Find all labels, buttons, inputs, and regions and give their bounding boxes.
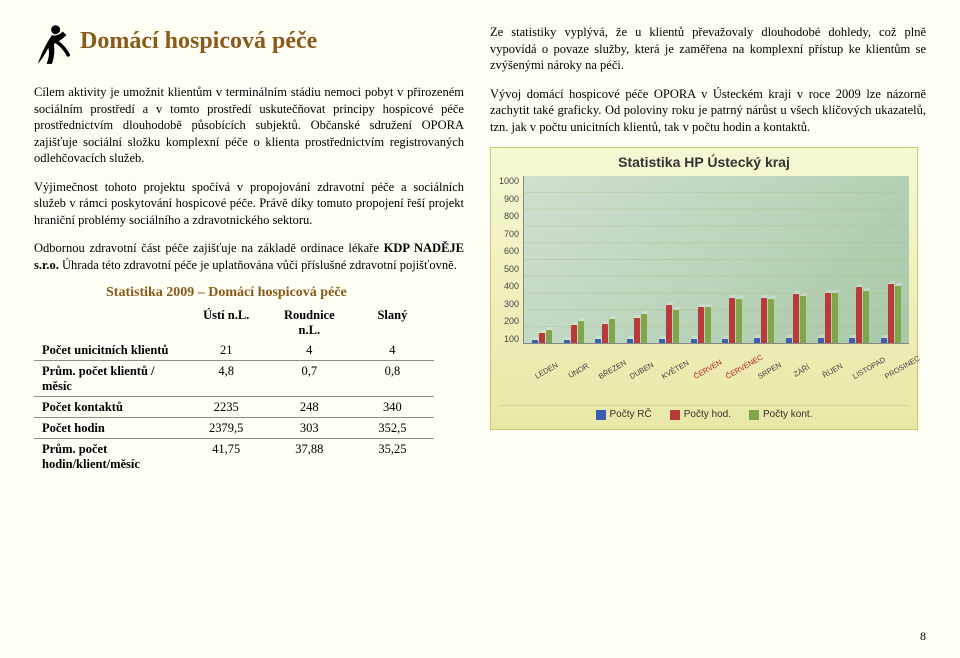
- chart-yaxis: 1000900800700600500400300200100: [499, 176, 523, 344]
- row-label: Prům. počet hodin/klient/měsíc: [34, 439, 185, 475]
- logo-icon: [34, 24, 70, 70]
- row-label: Počet kontaktů: [34, 397, 185, 418]
- stats-chart: Statistika HP Ústecký kraj 1000900800700…: [490, 147, 918, 430]
- page-number: 8: [920, 629, 926, 644]
- chart-plot-area: [523, 176, 909, 344]
- col-header: Roudnice n.L.: [268, 305, 351, 340]
- chart-legend: Počty RČ Počty hod. Počty kont.: [499, 405, 909, 423]
- table-title: Statistika 2009 – Domácí hospicová péče: [106, 285, 464, 301]
- para-2: Výjimečnost tohoto projektu spočívá v pr…: [34, 179, 464, 229]
- stats-table: Statistika 2009 – Domácí hospicová péče …: [34, 285, 464, 474]
- col-header: Ústí n.L.: [185, 305, 268, 340]
- right-para-1: Ze statistiky vyplývá, že u klientů přev…: [490, 24, 926, 74]
- col-header: Slaný: [351, 305, 434, 340]
- page-title: Domácí hospicová péče: [80, 24, 317, 55]
- right-para-2: Vývoj domácí hospicové péče OPORA v Úste…: [490, 86, 926, 136]
- chart-xaxis: LEDENÚNORBŘEZENDUBENKVĚTENČERVENČERVENEC…: [527, 368, 909, 383]
- row-label: Počet hodin: [34, 418, 185, 439]
- chart-title: Statistika HP Ústecký kraj: [499, 154, 909, 170]
- intro-paragraph: Cílem aktivity je umožnit klientům v ter…: [34, 84, 464, 167]
- row-label: Počet unicitních klientů: [34, 340, 185, 361]
- row-label: Prům. počet klientů / měsíc: [34, 361, 185, 397]
- para-3: Odbornou zdravotní část péče zajišťuje n…: [34, 240, 464, 273]
